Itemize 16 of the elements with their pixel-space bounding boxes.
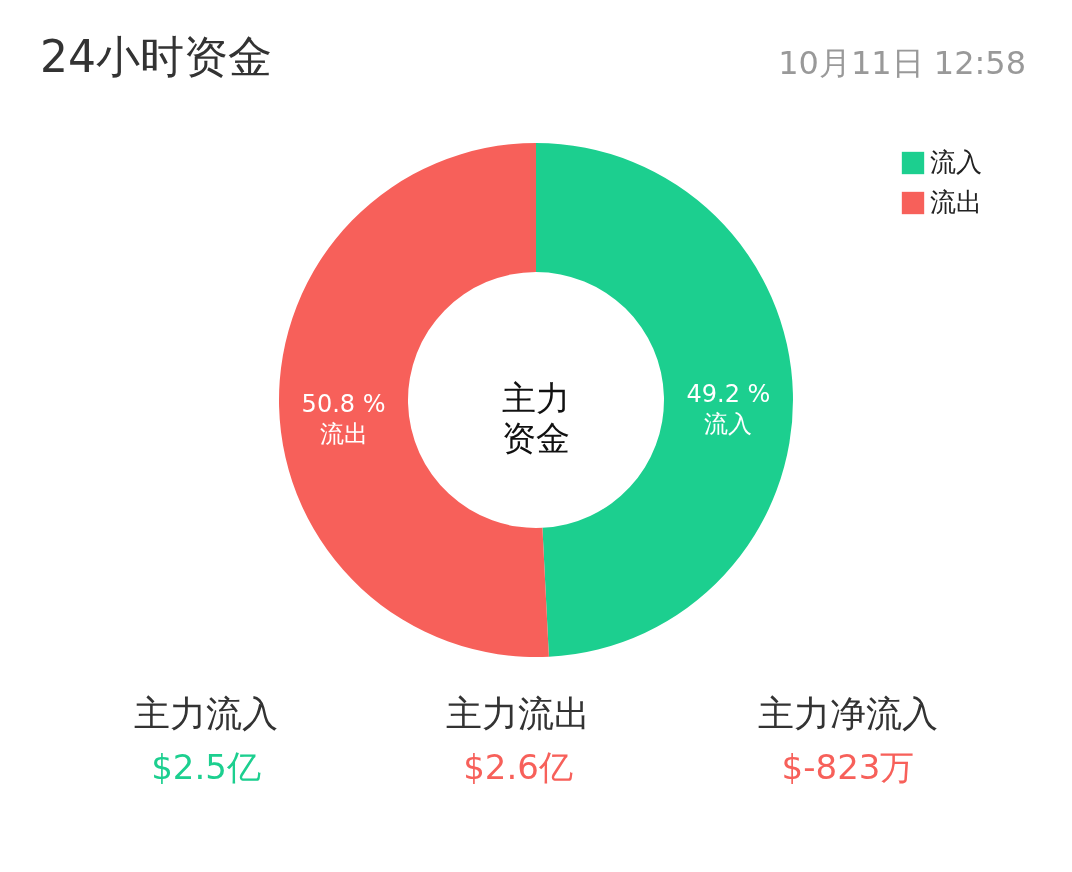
text: 主力净流入 bbox=[758, 692, 938, 736]
text: $2.6亿 bbox=[462, 746, 574, 789]
text: 主力流出 bbox=[446, 692, 590, 736]
slice-label: 流入 bbox=[704, 410, 753, 439]
donut-slice bbox=[536, 143, 793, 657]
legend-label: 流入 bbox=[930, 147, 982, 177]
data-label: 50.8 % bbox=[301, 389, 386, 418]
chart-subtitle: 10月11日 12:58 bbox=[778, 43, 1026, 84]
text: $-823万 bbox=[780, 746, 916, 789]
legend-label: 流出 bbox=[930, 187, 982, 217]
text: 主力资金 bbox=[502, 378, 570, 458]
text: 主力流入 bbox=[134, 692, 278, 736]
slice-label: 流出 bbox=[319, 419, 368, 448]
text: $2.5亿 bbox=[150, 746, 262, 789]
data-label: 49.2 % bbox=[686, 380, 771, 409]
chart-title: 24小时资金 bbox=[40, 30, 272, 84]
